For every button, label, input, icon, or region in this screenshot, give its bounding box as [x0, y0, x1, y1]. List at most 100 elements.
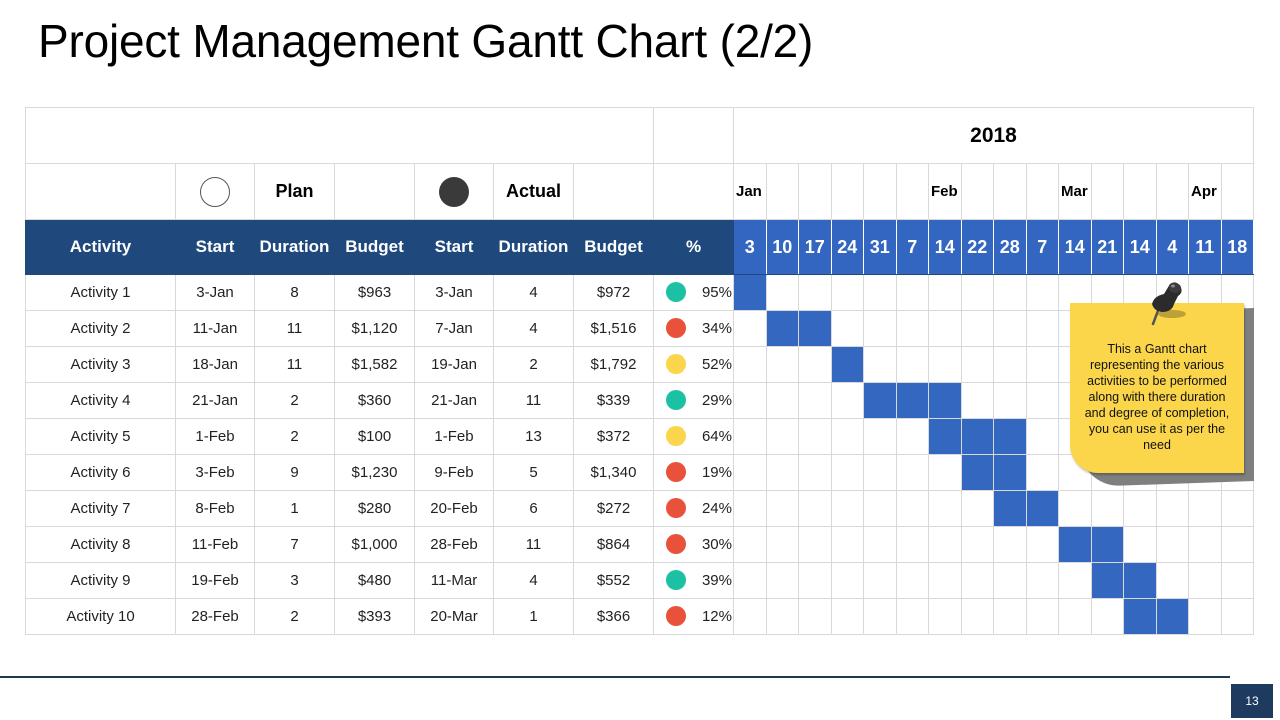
timeline-cell: [1025, 346, 1059, 383]
week-tick-label: 17: [798, 219, 832, 275]
timeline-cell: [993, 310, 1027, 347]
activity-name-cell: Activity 9: [25, 562, 176, 599]
column-header: Duration: [493, 219, 574, 275]
gantt-bar-segment: [1090, 526, 1124, 563]
percent-cell: 39%: [653, 562, 734, 599]
plan-budget-cell: $1,120: [334, 310, 415, 347]
actual-budget-cell: $552: [573, 562, 654, 599]
activity-name-cell: Activity 4: [25, 382, 176, 419]
timeline-cell: [798, 598, 832, 635]
timeline-cell: [830, 526, 864, 563]
status-dot-icon: [666, 426, 686, 446]
table-row: Activity 10 28-Feb 2 $393 20-Mar 1 $366 12%: [25, 598, 1254, 635]
column-header: Budget: [334, 219, 415, 275]
column-header: Start: [175, 219, 255, 275]
actual-duration-cell: 4: [493, 562, 574, 599]
plan-budget-cell: $100: [334, 418, 415, 455]
timeline-cell: [1188, 562, 1222, 599]
timeline-cell: [1025, 526, 1059, 563]
percent-cell: 52%: [653, 346, 734, 383]
actual-start-cell: 20-Mar: [414, 598, 494, 635]
week-tick-label: 10: [765, 219, 799, 275]
week-tick-label: 28: [993, 219, 1027, 275]
timeline-cell: [765, 274, 799, 311]
plan-duration-cell: 2: [254, 382, 335, 419]
page-number: 13: [1231, 684, 1273, 718]
table-row: Activity 7 8-Feb 1 $280 20-Feb 6 $272 24%: [25, 490, 1254, 527]
actual-budget-cell: $864: [573, 526, 654, 563]
gantt-bar-segment: [1025, 490, 1059, 527]
actual-legend-label: Actual: [493, 163, 574, 220]
year-label: 2018: [733, 107, 1254, 164]
timeline-cell: [863, 274, 897, 311]
plan-start-cell: 11-Jan: [175, 310, 255, 347]
timeline-cell: [733, 562, 767, 599]
actual-duration-cell: 6: [493, 490, 574, 527]
timeline-cell: [928, 346, 962, 383]
timeline-cell: [960, 274, 994, 311]
plan-start-cell: 3-Jan: [175, 274, 255, 311]
timeline-cell: [1220, 598, 1254, 635]
percent-value: 19%: [701, 464, 732, 481]
timeline-cell: [863, 562, 897, 599]
status-dot-icon: [666, 570, 686, 590]
plan-duration-cell: 11: [254, 346, 335, 383]
gantt-bar-segment: [863, 382, 897, 419]
timeline-cell: [733, 454, 767, 491]
percent-value: 12%: [701, 608, 732, 625]
timeline-cell: [928, 562, 962, 599]
timeline-cell: [1025, 418, 1059, 455]
week-tick-label: 7: [895, 219, 929, 275]
sticky-note: This a Gantt chart representing the vari…: [1070, 303, 1244, 473]
timeline-cell: [1025, 310, 1059, 347]
timeline-cell: [993, 598, 1027, 635]
plan-start-cell: 21-Jan: [175, 382, 255, 419]
blank-cell: [653, 163, 734, 220]
filled-circle-icon: [439, 176, 469, 207]
timeline-cell: [798, 418, 832, 455]
actual-start-cell: 9-Feb: [414, 454, 494, 491]
status-dot-icon: [666, 606, 686, 626]
gantt-bar-segment: [928, 418, 962, 455]
month-label: Apr: [1188, 163, 1222, 220]
timeline-cell: [830, 163, 864, 220]
timeline-cell: [895, 163, 929, 220]
activity-name-cell: Activity 7: [25, 490, 176, 527]
timeline-cell: [798, 526, 832, 563]
month-label: Mar: [1058, 163, 1092, 220]
plan-budget-cell: $963: [334, 274, 415, 311]
percent-cell: 30%: [653, 526, 734, 563]
activity-name-cell: Activity 3: [25, 346, 176, 383]
timeline-cell: [798, 490, 832, 527]
timeline-cell: [863, 310, 897, 347]
timeline-cell: [733, 310, 767, 347]
timeline-cell: [798, 274, 832, 311]
pushpin-icon: [1151, 282, 1186, 326]
timeline-cell: [1025, 163, 1059, 220]
week-tick-label: 14: [1123, 219, 1157, 275]
gantt-bar-segment: [928, 382, 962, 419]
week-tick-label: 24: [830, 219, 864, 275]
blank-cell: [573, 163, 654, 220]
percent-cell: 19%: [653, 454, 734, 491]
timeline-cell: [733, 526, 767, 563]
timeline-cell: [993, 562, 1027, 599]
timeline-cell: [830, 490, 864, 527]
timeline-cell: [1123, 163, 1157, 220]
blank-cell: [25, 107, 654, 164]
actual-legend-marker: [414, 163, 494, 220]
status-dot-icon: [666, 390, 686, 410]
timeline-cell: [1155, 163, 1189, 220]
actual-start-cell: 11-Mar: [414, 562, 494, 599]
page-title: Project Management Gantt Chart (2/2): [38, 15, 814, 67]
sticky-note-text: This a Gantt chart representing the vari…: [1084, 342, 1230, 452]
actual-budget-cell: $372: [573, 418, 654, 455]
timeline-cell: [993, 274, 1027, 311]
week-tick-label: 7: [1025, 219, 1059, 275]
week-tick-label: 11: [1188, 219, 1222, 275]
actual-start-cell: 7-Jan: [414, 310, 494, 347]
timeline-cell: [895, 490, 929, 527]
plan-budget-cell: $1,000: [334, 526, 415, 563]
year-row: 2018: [25, 107, 1254, 164]
timeline-cell: [960, 526, 994, 563]
